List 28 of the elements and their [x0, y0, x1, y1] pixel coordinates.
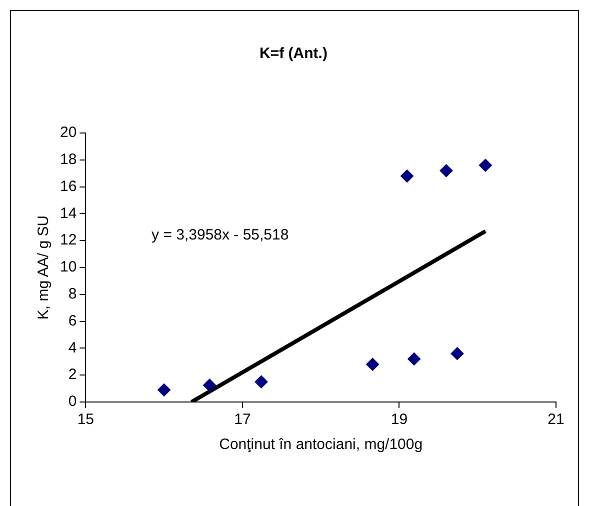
point — [440, 164, 453, 178]
y-tick-label: 4 — [68, 339, 77, 356]
x-tick-label: 19 — [390, 411, 408, 428]
point — [478, 158, 492, 172]
annotation: y = 3,3958x - 55,518 — [152, 226, 289, 244]
point — [408, 352, 421, 366]
y-tick-label: 10 — [60, 258, 77, 276]
y-tick-label: 0 — [68, 393, 77, 410]
y-tick-label: 6 — [68, 312, 77, 330]
point — [450, 347, 464, 360]
y-tick-label: 2 — [68, 366, 77, 384]
point — [203, 378, 216, 392]
y-tick-label: 18 — [60, 151, 77, 168]
point — [254, 375, 268, 388]
y-tick-label: 12 — [60, 232, 77, 249]
y-tick-label: 16 — [60, 178, 77, 195]
x-axis-title: Conţinut în antociani, mg/100g — [219, 436, 423, 454]
x-tick-label: 17 — [234, 411, 251, 428]
y-tick-label: 20 — [60, 124, 77, 142]
x-tick-label: 21 — [548, 411, 564, 428]
y-tick-label: 8 — [68, 286, 77, 303]
y-tick-label: 14 — [60, 204, 77, 222]
point — [400, 170, 414, 183]
x-tick-label: 15 — [77, 411, 94, 428]
point — [158, 383, 171, 396]
y-axis-title: K, mg AA/ g SU — [35, 215, 52, 320]
point — [366, 358, 380, 371]
chart-title: K=f (Ant.) — [260, 45, 328, 62]
